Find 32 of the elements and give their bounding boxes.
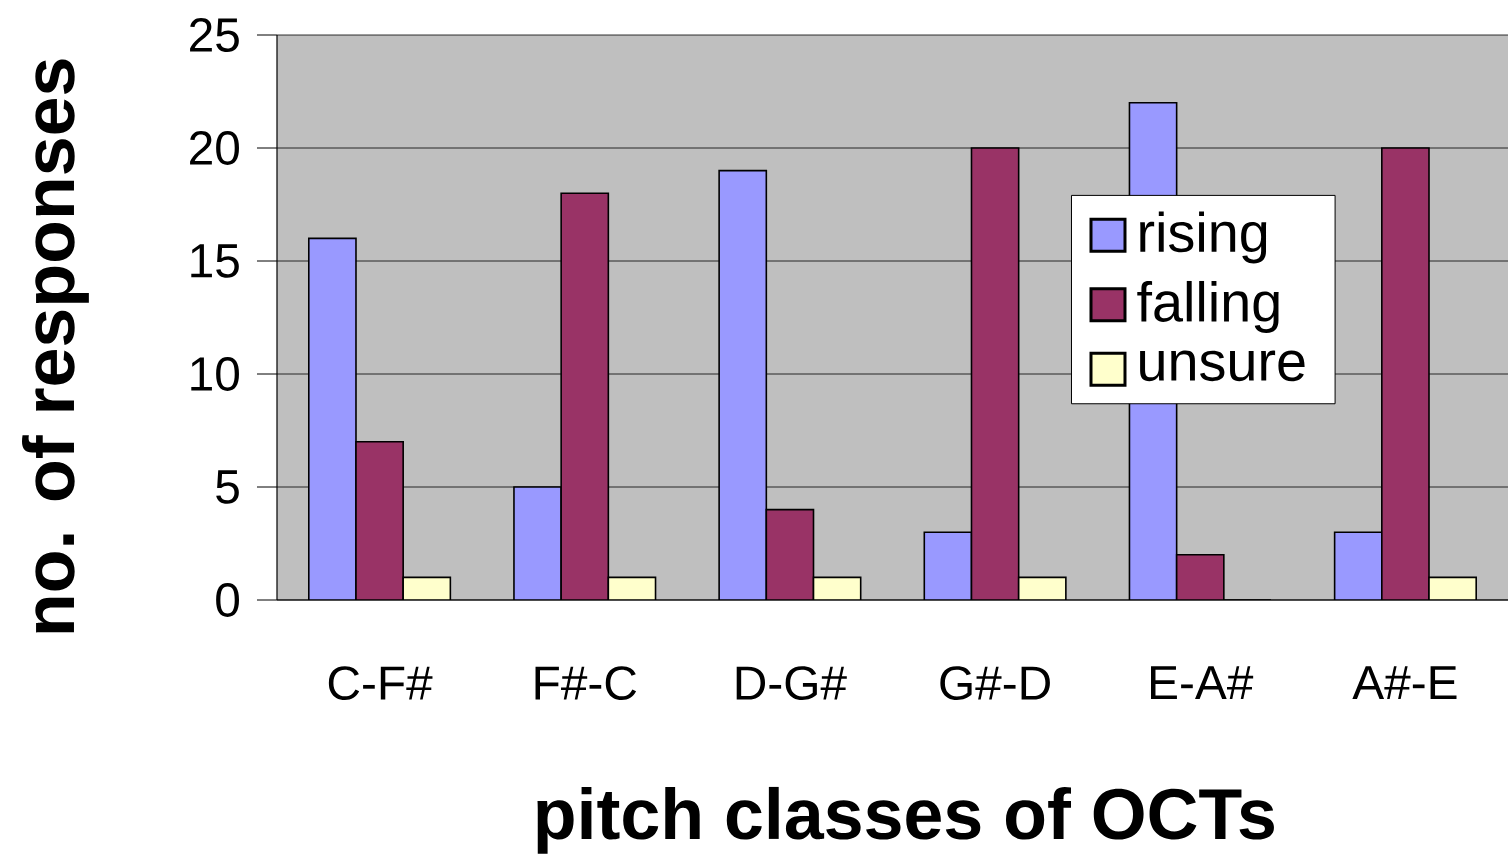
- x-tick-label: E-A#: [1151, 666, 1254, 700]
- bar: [813, 577, 861, 600]
- legend-label: unsure: [1140, 350, 1305, 382]
- bar: [1018, 577, 1066, 600]
- x-tick-label: A#-E: [1352, 666, 1457, 700]
- x-tick-label: D-G#: [736, 666, 847, 701]
- x-tick-label: C-F#: [328, 666, 433, 701]
- legend-label: rising: [1140, 211, 1267, 264]
- bar: [924, 532, 972, 600]
- bar: [355, 441, 404, 600]
- bar: [1381, 147, 1430, 600]
- y-tick-label: 20: [190, 131, 239, 165]
- y-tick-label: 25: [190, 18, 239, 52]
- bar: [403, 577, 451, 600]
- bar: [971, 148, 1019, 600]
- y-tick-label: 10: [191, 357, 239, 391]
- bar: [308, 238, 356, 600]
- bar: [719, 170, 767, 600]
- y-tick-label: 15: [191, 244, 239, 278]
- bar: [513, 487, 562, 600]
- x-tick-label: G#-D: [940, 666, 1050, 701]
- x-axis-title: pitch classes of OCTs: [537, 786, 1274, 854]
- y-tick-label: 0: [216, 583, 239, 617]
- bar: [1333, 531, 1383, 600]
- bar: [766, 509, 814, 600]
- bar: [608, 577, 656, 600]
- x-tick-label: F#-C: [535, 666, 637, 701]
- bar: [1176, 554, 1224, 600]
- legend-label: falling: [1137, 280, 1279, 333]
- y-axis-title: no. of responses: [21, 59, 89, 633]
- bar: [561, 193, 609, 600]
- y-tick-label: 5: [216, 470, 239, 504]
